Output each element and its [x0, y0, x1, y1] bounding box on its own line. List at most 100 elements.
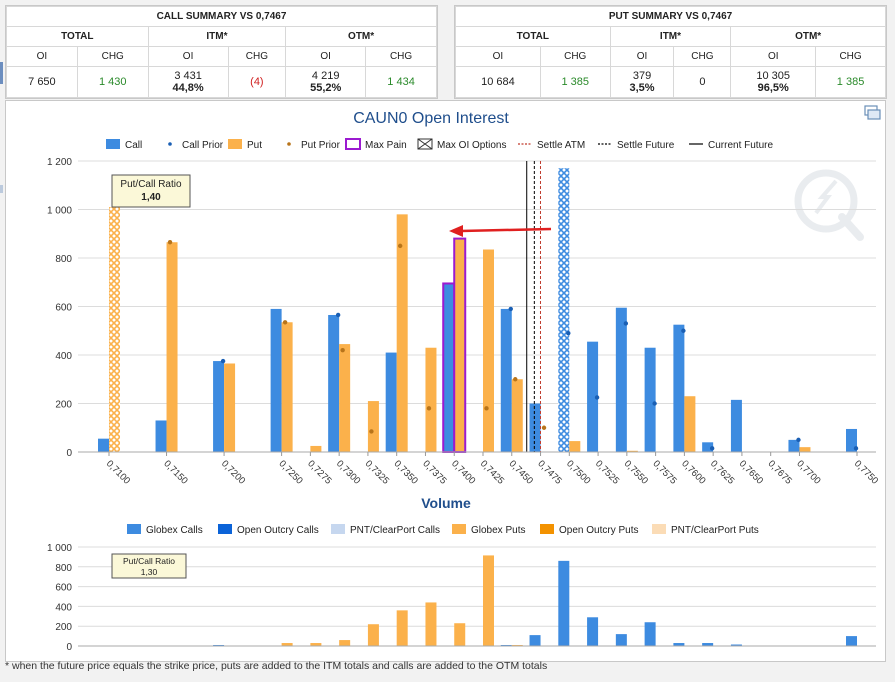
call-itm-oi-cell: 3 431 44,8% [147, 66, 229, 98]
volume-legend-swatch [331, 524, 345, 534]
put-prior-dot [397, 243, 403, 249]
oi-x-tick-label: 0,7275 [305, 458, 333, 486]
oi-prior-dots [167, 240, 859, 451]
oi-x-axis: 0,7100 0,7150 0,7200 0,7250 0,7275 0,7300 0,73… [104, 452, 880, 487]
put-otm-header: OTM* [730, 26, 886, 47]
oi-pcr-value: 1,40 [141, 192, 161, 203]
legend-swatch [106, 139, 120, 149]
call-total-chg: 1 430 [76, 66, 149, 98]
chart-panel: CAUN0 Open Interest Call Call Prior Put Put… [5, 100, 886, 662]
call-itm-pct: 44,8% [172, 82, 204, 94]
oi-x-tick-label: 0,7525 [593, 458, 621, 486]
put-subheader: OI [455, 46, 541, 67]
volume-y-tick-label: 600 [55, 583, 72, 594]
oi-x-tick-label: 0,7325 [363, 458, 391, 486]
put-total-oi: 10 684 [455, 66, 541, 98]
put-bar [453, 237, 467, 453]
left-edge-marker [0, 185, 3, 193]
call-prior-dot [594, 395, 600, 400]
oi-x-tick-label: 0,7400 [449, 458, 477, 486]
oi-x-tick-label: 0,7500 [564, 458, 592, 486]
call-itm-chg: (4) [227, 66, 287, 98]
volume-legend-label: Open Outcry Calls [237, 525, 319, 536]
oi-legend: Call Call Prior Put Put Prior Max Pain Max OI… [106, 138, 773, 151]
volume-pcr-label: Put/Call Ratio [123, 556, 175, 566]
call-subheader: OI [6, 46, 78, 67]
q-logo-watermark-icon [794, 169, 864, 241]
volume-legend-label: Globex Puts [471, 525, 525, 536]
volume-chart-title: Volume [421, 495, 471, 511]
call-bar [615, 307, 627, 452]
oi-legend-label: Settle Future [617, 140, 675, 151]
oi-legend-label: Call Prior [182, 140, 224, 151]
oi-y-tick-label: 0 [66, 448, 72, 459]
call-bar [500, 308, 512, 452]
call-itm-oi: 3 431 [174, 70, 202, 82]
volume-y-tick-label: 400 [55, 602, 72, 613]
oi-x-tick-label: 0,7350 [392, 458, 420, 486]
oi-y-tick-label: 1 000 [47, 206, 72, 217]
oi-y-tick-label: 600 [55, 303, 72, 314]
put-summary-table: PUT SUMMARY VS 0,7467 TOTAL ITM* OTM* OI… [454, 5, 887, 99]
call-bar [730, 399, 742, 452]
volume-gridlines [78, 546, 876, 647]
put-bar [569, 441, 581, 452]
put-bar [799, 447, 811, 452]
call-subheader: OI [147, 46, 229, 67]
oi-x-tick-label: 0,7300 [334, 458, 362, 486]
call-otm-chg: 1 434 [365, 66, 437, 98]
legend-swatch [345, 138, 361, 150]
call-otm-header: OTM* [285, 26, 437, 47]
oi-x-tick-label: 0,7550 [622, 458, 650, 486]
volume-legend-label: Globex Calls [146, 525, 203, 536]
globex-put-bar [339, 640, 351, 646]
oi-pcr-annotation: Put/Call Ratio 1,40 [111, 174, 191, 208]
call-bar [558, 168, 570, 452]
put-itm-pct: 3,5% [629, 82, 655, 94]
call-total-oi: 7 650 [6, 66, 78, 98]
call-summary-title: CALL SUMMARY VS 0,7467 [6, 6, 437, 27]
legend-dot [168, 142, 172, 146]
put-prior-dot [167, 240, 173, 245]
call-bar [328, 314, 340, 452]
globex-put-bar [454, 623, 466, 646]
call-bar [213, 361, 225, 452]
call-prior-dot [335, 312, 341, 318]
oi-y-tick-label: 1 200 [47, 157, 72, 168]
globex-put-bar [425, 602, 437, 646]
volume-pcr-annotation: Put/Call Ratio 1,30 [111, 553, 187, 579]
left-edge-marker [0, 62, 3, 84]
oi-x-tick-label: 0,7700 [794, 458, 822, 486]
call-total-header: TOTAL [6, 26, 149, 47]
oi-x-tick-label: 0,7425 [478, 458, 506, 486]
put-prior-dot [484, 406, 489, 411]
oi-y-tick-label: 400 [55, 351, 72, 362]
call-subheader: CHG [365, 46, 437, 67]
globex-put-bar [483, 555, 494, 646]
put-otm-pct: 96,5% [757, 82, 789, 94]
window-copy-icon[interactable] [864, 105, 881, 120]
put-summary-title: PUT SUMMARY VS 0,7467 [455, 6, 886, 27]
globex-call-bar [730, 644, 742, 646]
volume-legend: Globex Calls Open Outcry Calls PNT/ClearPo… [127, 524, 759, 536]
volume-legend-swatch [540, 524, 554, 534]
globex-call-bar [673, 643, 685, 646]
call-prior-dot [220, 358, 226, 364]
oi-x-tick-label: 0,7475 [535, 458, 563, 486]
oi-x-tick-label: 0,7450 [507, 458, 535, 486]
call-prior-dot [566, 330, 571, 336]
oi-legend-label: Current Future [708, 140, 773, 151]
call-bar [155, 420, 167, 452]
oi-chart-title: CAUN0 Open Interest [353, 110, 509, 127]
call-subheader: CHG [76, 46, 149, 67]
globex-call-bar [702, 643, 714, 646]
call-bar [270, 308, 282, 452]
oi-x-tick-label: 0,7650 [737, 458, 765, 486]
call-bar [846, 428, 857, 452]
put-itm-chg: 0 [673, 66, 732, 98]
put-itm-oi: 379 [632, 70, 652, 82]
put-prior-dot [340, 347, 345, 353]
put-total-chg: 1 385 [539, 66, 611, 98]
volume-legend-swatch [452, 524, 466, 534]
call-prior-dot [796, 437, 801, 443]
